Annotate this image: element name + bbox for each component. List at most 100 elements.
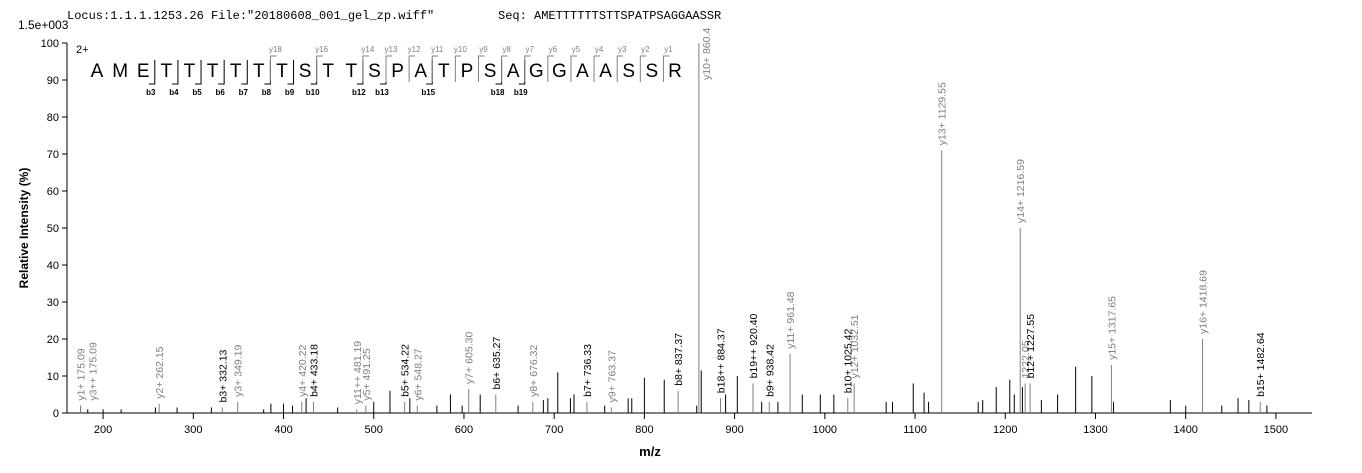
y-ion-label: y18 [269,45,282,54]
b-ion-label: b18 [491,88,505,97]
peak-label: b5+ 534.22 [400,344,412,397]
peak-label: y9+ 763.37 [606,350,618,402]
b-ion-bracket [264,60,271,85]
y-ion-bracket [362,55,369,82]
peak-label: y10+ 860.4 [701,28,713,80]
peak-label: b10+ 1025.42 [843,329,855,394]
y-ion-label: y10 [454,45,467,54]
peak-label: y12+ 1032.51 [849,314,861,378]
x-tick-label: 1100 [903,424,927,436]
b-ion-bracket [171,60,179,85]
y-ion-label: y11 [431,45,444,54]
residue: T [184,61,196,82]
b-ion-bracket [148,60,156,85]
x-tick-label: 1000 [813,424,837,436]
y-ion-label: y16 [315,45,328,54]
b-ion-label: b7 [239,88,249,97]
residue: T [346,61,358,82]
y-axis-label: Relative Intensity (%) [17,168,31,289]
peak-label: y7+ 605.30 [464,332,476,384]
residue: A [599,61,612,82]
y-ion-bracket [570,55,577,82]
y-ion-label: y5 [572,45,581,54]
residue: A [414,61,427,82]
residue: T [253,61,265,82]
y-tick-label: 40 [47,260,59,272]
residue: P [461,61,474,82]
x-tick-label: 200 [94,424,112,436]
x-tick-label: 1200 [993,424,1017,436]
peak-label: y1+ 175.09 [76,348,88,400]
b-ion-bracket [287,60,295,85]
y-ion-label: y7 [525,45,534,54]
y-tick-label: 80 [47,112,59,124]
y-ion-bracket [662,55,670,82]
x-tick-label: 700 [545,424,563,436]
peak-label: y14+ 1216.59 [1015,159,1027,223]
b-ion-label: b9 [285,88,295,97]
b-ion-bracket [356,60,364,85]
y-ion-label: y1 [664,45,673,54]
b-ion-label: b10 [306,88,320,97]
peak-label: y8+ 676.32 [528,344,540,396]
peak-label: b8+ 837.37 [673,333,685,386]
x-axis-label: m/z [639,444,661,459]
peak-label: y3+ 349.19 [233,344,245,396]
residue: G [529,61,544,82]
y-tick-label: 20 [47,334,59,346]
y-tick-label: 0 [53,408,59,420]
y-ion-bracket [454,55,462,82]
y-ion-bracket [524,55,531,82]
x-tick-label: 300 [184,424,202,436]
y-ion-label: y6 [549,45,558,54]
residue: A [576,61,589,82]
residue: S [299,61,312,82]
peak-label: b15+ 1482.64 [1255,332,1267,397]
b-ion-label: b5 [192,88,202,97]
y-ion-bracket [616,55,624,82]
y-ion-label: y2 [641,45,650,54]
y-ion-bracket [431,55,439,82]
x-tick-label: 600 [455,424,473,436]
y-tick-label: 30 [47,297,59,309]
b-ion-label: b12 [352,88,366,97]
peak-label: b9+ 938.42 [764,344,776,397]
residue: T [438,61,450,82]
y-ion-bracket [408,55,416,82]
x-tick-label: 500 [365,424,383,436]
peak-label: b19++ 920.40 [748,313,760,378]
peak-label: b12+ 1227.55 [1025,314,1037,379]
y-ion-bracket [477,55,485,82]
residue: M [112,61,128,82]
b-ion-label: b4 [169,88,179,97]
y-ion-bracket [639,55,647,82]
residue: P [391,61,404,82]
peak-label: b18++ 884.37 [716,328,728,393]
y-ion-bracket [593,55,601,82]
residue: T [230,61,242,82]
b-ion-label: b3 [146,88,156,97]
residue: T [276,61,288,82]
x-tick-label: 900 [725,424,743,436]
b-ion-label: b19 [514,88,528,97]
y-ion-label: y3 [618,45,627,54]
peak-label: y15+ 1317.65 [1106,296,1118,360]
residue: S [484,61,497,82]
b-ion-bracket [380,60,387,85]
y-ion-bracket [501,55,508,82]
peak-label: y16+ 1418.69 [1198,270,1210,334]
x-tick-label: 400 [274,424,292,436]
peak-label: y4+ 420.22 [297,344,309,396]
b-ion-bracket [426,60,433,85]
b-ion-bracket [218,60,225,85]
chart-title: Locus:1.1.1.1253.26 File:"20180608_001_g… [67,9,434,23]
peak-label: y11+ 961.48 [785,291,797,348]
y-ion-bracket [385,55,392,82]
b-ion-label: b8 [262,88,272,97]
residue: G [552,61,567,82]
x-tick-label: 800 [635,424,653,436]
peak-label: b3+ 332.13 [217,349,229,402]
b-ion-label: b15 [421,88,435,97]
y-ion-label: y4 [595,45,604,54]
peak-label: 1222.05 [1020,340,1032,378]
